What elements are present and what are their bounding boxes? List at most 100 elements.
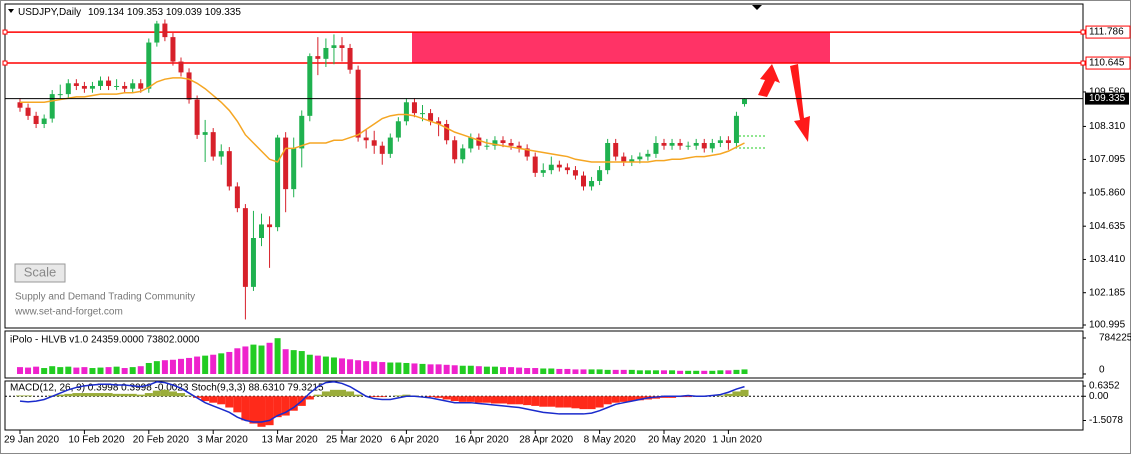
candle-body (275, 137, 281, 228)
candle-body (629, 159, 635, 162)
volume-bar (371, 361, 378, 374)
macd-bar (241, 396, 250, 421)
candle-body (605, 142, 611, 171)
macd-bar (313, 394, 322, 397)
x-tick-label: 16 Apr 2020 (455, 435, 509, 446)
candle-body (484, 145, 490, 147)
level-marker (1080, 60, 1086, 66)
macd-bar (668, 396, 677, 398)
volume-bar (435, 364, 442, 374)
volume-bar (500, 367, 506, 374)
close: 109.335 (205, 7, 242, 18)
candle-body (436, 121, 442, 124)
volume-bar (169, 359, 176, 374)
macd-bar (716, 395, 725, 397)
candle-body (589, 180, 595, 187)
volume-bar (419, 363, 426, 374)
volume-bar (113, 366, 120, 374)
volume-bar (427, 364, 434, 374)
volume-bar (508, 367, 515, 374)
candle-body (122, 85, 128, 89)
y-tick-label: 0 (1099, 365, 1105, 376)
macd-bar (96, 393, 105, 397)
y-tick-label: 784225.05 (1099, 333, 1131, 344)
macd-bar (225, 396, 234, 408)
macd-bar (104, 393, 113, 397)
macd-bar (603, 396, 612, 405)
y-tick-label: 110.645 (1089, 58, 1125, 69)
macd-bar (160, 389, 169, 397)
level-label-box (1085, 56, 1131, 70)
macd-bar (144, 393, 153, 397)
candle-body (613, 142, 619, 157)
candle-body (468, 137, 474, 149)
price-label-box (1085, 92, 1129, 105)
candle-body (661, 142, 667, 146)
candle-body (709, 142, 715, 149)
macd-bar (547, 396, 556, 407)
macd-bar (507, 396, 516, 405)
y-tick-label: 103.410 (1089, 254, 1126, 265)
volume-bar (516, 367, 523, 374)
volume-bar (387, 362, 394, 374)
volume-bar (363, 361, 370, 374)
candle-body (299, 115, 305, 149)
volume-bar (693, 370, 700, 374)
volume-bar (636, 370, 643, 374)
volume-bar (459, 365, 466, 374)
volume-bar (725, 370, 732, 374)
x-tick-label: 29 Jan 2020 (4, 435, 59, 446)
candle-body (98, 80, 103, 86)
candle-body (452, 140, 458, 160)
x-tick-label: 13 Mar 2020 (262, 435, 319, 446)
candle-body (162, 23, 168, 38)
y-tick-label: 100.995 (1089, 320, 1126, 331)
volume-bar (25, 367, 32, 374)
candle-body (532, 156, 538, 173)
candle-body (572, 170, 578, 176)
y-tick-label: 0.6352 (1089, 381, 1120, 392)
scale-button[interactable]: Scale (14, 263, 66, 283)
moving-average (20, 77, 745, 163)
macd-bar (265, 396, 274, 426)
macd-bar (281, 396, 290, 416)
macd-bar (24, 395, 33, 397)
candle-body (355, 69, 361, 138)
macd-bar (16, 395, 25, 397)
candle-body (154, 23, 160, 43)
candle-body (130, 83, 136, 89)
macd-bar (249, 396, 258, 424)
macd-bar (555, 396, 564, 408)
volume-bar (355, 360, 362, 374)
candle-body (395, 121, 401, 138)
low: 109.039 (166, 7, 203, 18)
candle-body (403, 102, 409, 122)
candle-body (476, 137, 482, 146)
candle-body (637, 156, 643, 160)
macd-bar (346, 391, 355, 397)
candle-body (548, 164, 554, 171)
button-label[interactable]: Scale (24, 264, 57, 279)
candle-body (138, 83, 144, 89)
volume-bar (572, 369, 579, 374)
button-box[interactable] (14, 263, 66, 283)
candle-body (492, 140, 498, 146)
candle-body (597, 170, 603, 181)
macd-bar (450, 396, 459, 402)
macd-panel (4, 380, 1084, 431)
candle-body (65, 83, 71, 95)
macd-bar (684, 396, 693, 398)
volume-bar (314, 355, 321, 374)
candle-body (267, 224, 273, 228)
candle-body (564, 167, 570, 171)
level-marker (2, 29, 8, 35)
candle-body (444, 123, 450, 141)
volume-bar (443, 364, 450, 374)
macd-bar (740, 389, 749, 397)
macd-bar (611, 396, 620, 403)
candle-body (428, 113, 434, 122)
macd-bar (305, 396, 314, 400)
macd-bar (354, 394, 363, 397)
candle-body (49, 94, 55, 119)
volume-bar (322, 356, 329, 374)
